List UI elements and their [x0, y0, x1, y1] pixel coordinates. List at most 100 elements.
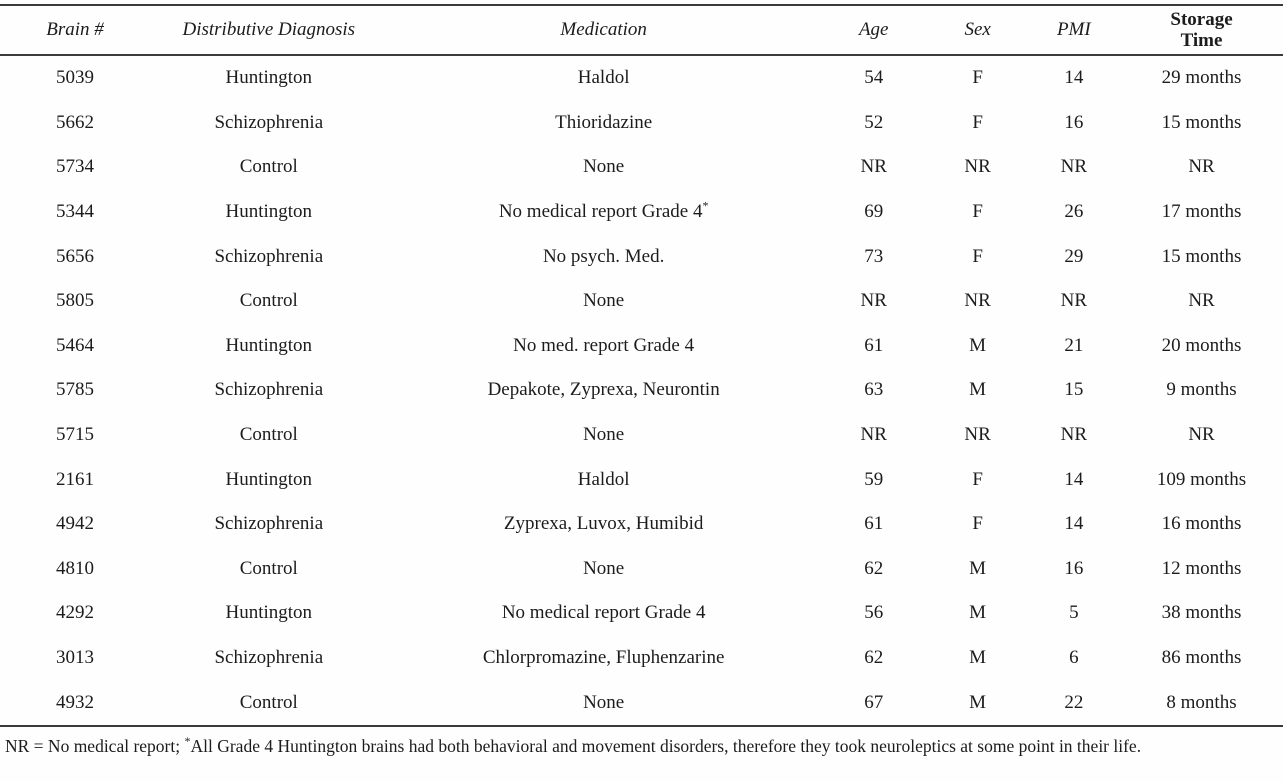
cell-diagnosis: Control: [239, 156, 298, 178]
column-header-storage: Storage Time: [1120, 5, 1283, 56]
column-header-label: Storage Time: [1170, 8, 1233, 51]
cell-pmi: 15: [1064, 379, 1084, 401]
cell-storage: 29 months: [1161, 67, 1242, 89]
cell-medication: No medical report Grade 4: [501, 602, 706, 624]
cell-storage: 20 months: [1161, 334, 1242, 356]
cell-age: 59: [864, 468, 884, 490]
cell-medication: None: [583, 691, 625, 713]
cell-pmi: 14: [1064, 67, 1084, 89]
cell-diagnosis: Schizophrenia: [214, 245, 324, 267]
cell-age: NR: [860, 290, 887, 312]
cell-brain: 4292: [56, 602, 95, 624]
column-header-medication: Medication: [387, 5, 820, 56]
table-body: 5039 Huntington Haldol 54 F 14 29 months 5662 Sc…: [0, 55, 1283, 726]
cell-pmi: NR: [1060, 290, 1088, 312]
cell-pmi: 29: [1064, 245, 1084, 267]
table-row: 5805 Control None NR NR NR NR: [0, 279, 1283, 324]
table-row: 4292 Huntington No medical report Grade 4 5…: [0, 591, 1283, 636]
cell-sex: M: [969, 602, 987, 624]
table-row: 4810 Control None 62 M 16 12 months: [0, 547, 1283, 592]
column-header-label: PMI: [1056, 19, 1091, 40]
cell-sex: M: [969, 691, 987, 713]
cell-medication: None: [583, 290, 625, 312]
cell-brain: 2161: [56, 468, 95, 490]
cell-age: 62: [864, 647, 884, 669]
medication-asterisk-marker: *: [702, 198, 709, 213]
table-row: 4942 Schizophrenia Zyprexa, Luvox, Humibid…: [0, 502, 1283, 547]
footnote-abbreviation: NR = No medical report;: [5, 735, 185, 756]
table-row: 3013 Schizophrenia Chlorpromazine, Fluphen…: [0, 636, 1283, 681]
cell-pmi: NR: [1060, 424, 1088, 446]
cell-diagnosis: Control: [239, 290, 298, 312]
cell-pmi: 26: [1064, 201, 1084, 223]
cell-age: NR: [860, 156, 887, 178]
cell-brain: 5715: [56, 424, 95, 446]
cell-diagnosis: Schizophrenia: [214, 513, 324, 535]
cell-age: 52: [864, 111, 884, 133]
cell-diagnosis: Control: [239, 557, 298, 579]
cell-sex: M: [969, 379, 987, 401]
cell-brain: 5785: [56, 379, 95, 401]
cell-medication: No psych. Med.: [542, 245, 665, 267]
cell-brain: 5734: [56, 156, 95, 178]
cell-sex: NR: [964, 156, 991, 178]
cell-brain: 3013: [56, 647, 95, 669]
cell-medication: No med. report Grade 4: [513, 334, 695, 356]
cell-sex: NR: [964, 290, 991, 312]
cell-brain: 5464: [56, 334, 95, 356]
cell-medication: None: [583, 156, 625, 178]
cell-sex: NR: [964, 424, 991, 446]
cell-brain: 5039: [56, 67, 95, 89]
cell-diagnosis: Schizophrenia: [214, 647, 324, 669]
cell-sex: F: [972, 245, 983, 267]
cell-sex: M: [969, 647, 987, 669]
cell-sex: F: [972, 513, 983, 535]
cell-pmi: 14: [1064, 468, 1084, 490]
cell-pmi: 21: [1064, 334, 1084, 356]
cell-brain: 5805: [56, 290, 95, 312]
cell-pmi: 22: [1064, 691, 1084, 713]
subjects-table: Brain # Distributive Diagnosis Medication A…: [0, 4, 1283, 727]
cell-brain: 5656: [56, 245, 95, 267]
cell-pmi: NR: [1060, 156, 1088, 178]
cell-diagnosis: Huntington: [225, 334, 313, 356]
footnote-asterisk-marker: *: [184, 734, 191, 749]
cell-storage: NR: [1188, 290, 1215, 312]
cell-diagnosis: Schizophrenia: [214, 379, 324, 401]
cell-diagnosis: Huntington: [225, 201, 313, 223]
column-header-label: Age: [858, 19, 889, 40]
table-row: 5464 Huntington No med. report Grade 4 61 M 2…: [0, 324, 1283, 369]
cell-pmi: 16: [1064, 111, 1084, 133]
cell-medication: Chlorpromazine, Fluphenzarine: [482, 647, 725, 669]
cell-sex: F: [972, 201, 983, 223]
table-row: 5656 Schizophrenia No psych. Med. 73 F 29 15 m…: [0, 234, 1283, 279]
cell-age: 67: [864, 691, 884, 713]
cell-sex: F: [972, 111, 983, 133]
cell-storage: 86 months: [1161, 647, 1242, 669]
cell-pmi: 6: [1069, 647, 1079, 669]
cell-medication: None: [583, 424, 625, 446]
column-header-brain: Brain #: [0, 5, 151, 56]
cell-storage: 8 months: [1166, 691, 1237, 713]
table-row: 2161 Huntington Haldol 59 F 14 109 months: [0, 457, 1283, 502]
cell-brain: 5344: [56, 201, 95, 223]
cell-diagnosis: Huntington: [225, 602, 313, 624]
table-row: 5344 Huntington No medical report Grade 4*…: [0, 190, 1283, 235]
table-row: 5039 Huntington Haldol 54 F 14 29 months: [0, 55, 1283, 101]
column-header-diagnosis: Distributive Diagnosis: [150, 5, 388, 56]
cell-medication: Zyprexa, Luvox, Humibid: [503, 513, 704, 535]
cell-storage: 38 months: [1161, 602, 1242, 624]
cell-storage: 16 months: [1161, 513, 1242, 535]
cell-medication: Depakote, Zyprexa, Neurontin: [487, 379, 720, 401]
cell-diagnosis: Control: [239, 691, 298, 713]
cell-age: 62: [864, 557, 884, 579]
cell-diagnosis: Huntington: [225, 468, 313, 490]
cell-age: 69: [864, 201, 884, 223]
table-row: 4932 Control None 67 M 22 8 months: [0, 680, 1283, 726]
table-row: 5785 Schizophrenia Depakote, Zyprexa, Neur…: [0, 368, 1283, 413]
cell-storage: 12 months: [1161, 557, 1242, 579]
cell-storage: 15 months: [1161, 111, 1242, 133]
cell-diagnosis: Schizophrenia: [214, 111, 324, 133]
footnote-text: All Grade 4 Huntington brains had both b…: [190, 735, 1142, 756]
cell-age: 63: [864, 379, 884, 401]
